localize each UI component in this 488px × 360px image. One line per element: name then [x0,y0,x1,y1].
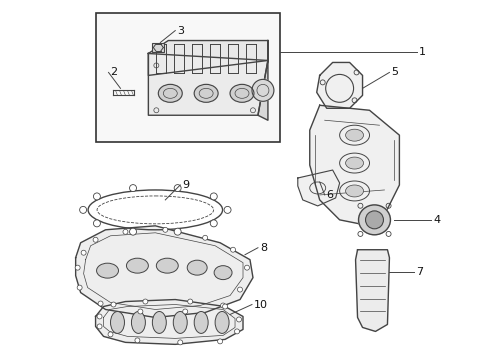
Ellipse shape [358,205,389,235]
Polygon shape [309,105,399,225]
Polygon shape [148,54,267,115]
Ellipse shape [77,285,82,290]
Ellipse shape [174,228,181,235]
Ellipse shape [129,228,136,235]
Ellipse shape [214,266,232,280]
Ellipse shape [135,338,140,343]
Ellipse shape [93,237,98,242]
Text: 4: 4 [432,215,440,225]
Ellipse shape [174,185,181,192]
Ellipse shape [237,287,242,292]
Text: 9: 9 [182,180,189,190]
Ellipse shape [96,263,118,278]
Ellipse shape [183,309,187,314]
Text: 5: 5 [390,67,398,77]
Polygon shape [316,62,362,108]
Ellipse shape [230,247,235,252]
Ellipse shape [187,299,192,304]
Ellipse shape [222,304,227,309]
Text: 7: 7 [415,267,423,276]
Ellipse shape [158,84,182,102]
Ellipse shape [345,129,363,141]
Polygon shape [297,170,339,206]
Ellipse shape [97,324,102,329]
Polygon shape [76,226,252,318]
Ellipse shape [345,185,363,197]
Ellipse shape [194,84,218,102]
Text: 6: 6 [326,190,333,200]
Bar [152,42,164,53]
Bar [95,13,279,142]
Ellipse shape [244,265,249,270]
Ellipse shape [156,258,178,273]
Ellipse shape [178,340,183,345]
Text: 8: 8 [260,243,266,253]
Ellipse shape [215,311,228,333]
Polygon shape [95,300,243,345]
Ellipse shape [80,206,86,213]
Ellipse shape [142,299,147,304]
Text: 2: 2 [110,67,118,77]
Polygon shape [148,41,267,75]
Ellipse shape [111,302,116,307]
Ellipse shape [224,206,230,213]
Ellipse shape [138,309,142,314]
Ellipse shape [187,260,207,275]
Ellipse shape [345,157,363,169]
Ellipse shape [194,311,208,333]
Ellipse shape [97,314,102,319]
Text: 1: 1 [419,48,426,58]
Ellipse shape [236,317,241,322]
Ellipse shape [131,311,145,333]
Ellipse shape [220,303,225,308]
Ellipse shape [365,211,383,229]
Ellipse shape [234,329,239,334]
Ellipse shape [251,80,273,101]
Ellipse shape [93,193,100,200]
Ellipse shape [152,311,166,333]
Ellipse shape [163,227,167,232]
Ellipse shape [75,265,80,270]
Ellipse shape [122,229,128,234]
Ellipse shape [110,311,124,333]
Ellipse shape [126,258,148,273]
Ellipse shape [173,311,187,333]
Ellipse shape [81,250,86,255]
Text: 10: 10 [253,300,267,310]
Ellipse shape [202,235,207,240]
Ellipse shape [98,301,103,306]
Ellipse shape [93,220,100,227]
Ellipse shape [108,332,113,337]
Ellipse shape [210,220,217,227]
Text: 3: 3 [177,26,184,36]
Ellipse shape [229,84,253,102]
Polygon shape [258,41,267,120]
Ellipse shape [217,339,222,344]
Ellipse shape [210,193,217,200]
Ellipse shape [129,185,136,192]
Polygon shape [355,250,388,332]
